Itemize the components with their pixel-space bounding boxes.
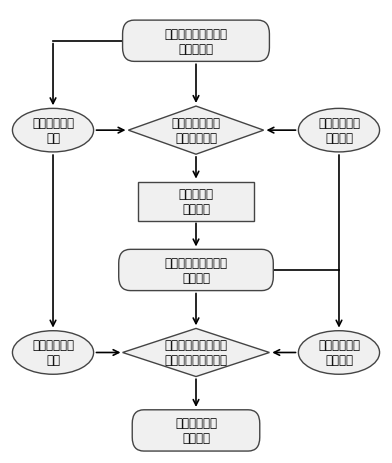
Text: 实测铸坯表面
温度: 实测铸坯表面 温度 bbox=[32, 117, 74, 145]
Text: 基于传热模型的二冷
动态模型: 基于传热模型的二冷 动态模型 bbox=[165, 257, 227, 284]
FancyBboxPatch shape bbox=[119, 250, 273, 291]
Ellipse shape bbox=[13, 109, 94, 153]
Text: 铸坯表面温度在线测
量控制系统: 铸坯表面温度在线测 量控制系统 bbox=[165, 28, 227, 56]
FancyBboxPatch shape bbox=[132, 410, 260, 451]
FancyBboxPatch shape bbox=[123, 21, 269, 62]
Text: 实测温度与模型
预测温度对比: 实测温度与模型 预测温度对比 bbox=[171, 117, 220, 145]
Ellipse shape bbox=[298, 109, 379, 153]
Text: 传热模型的
传热系数: 传热模型的 传热系数 bbox=[178, 188, 214, 216]
Ellipse shape bbox=[298, 331, 379, 375]
Polygon shape bbox=[123, 329, 269, 377]
Text: 模型预测温度、实测
温度与目标温度对比: 模型预测温度、实测 温度与目标温度对比 bbox=[165, 339, 227, 367]
Text: 连铸二冷各段
控制水量: 连铸二冷各段 控制水量 bbox=[175, 417, 217, 444]
Text: 传热模型预测
铸坯温度: 传热模型预测 铸坯温度 bbox=[318, 117, 360, 145]
FancyBboxPatch shape bbox=[138, 182, 254, 221]
Text: 传热模型预测
铸坯温度: 传热模型预测 铸坯温度 bbox=[318, 339, 360, 367]
Ellipse shape bbox=[13, 331, 94, 375]
Polygon shape bbox=[128, 107, 264, 155]
Text: 目标铸坯表面
温度: 目标铸坯表面 温度 bbox=[32, 339, 74, 367]
